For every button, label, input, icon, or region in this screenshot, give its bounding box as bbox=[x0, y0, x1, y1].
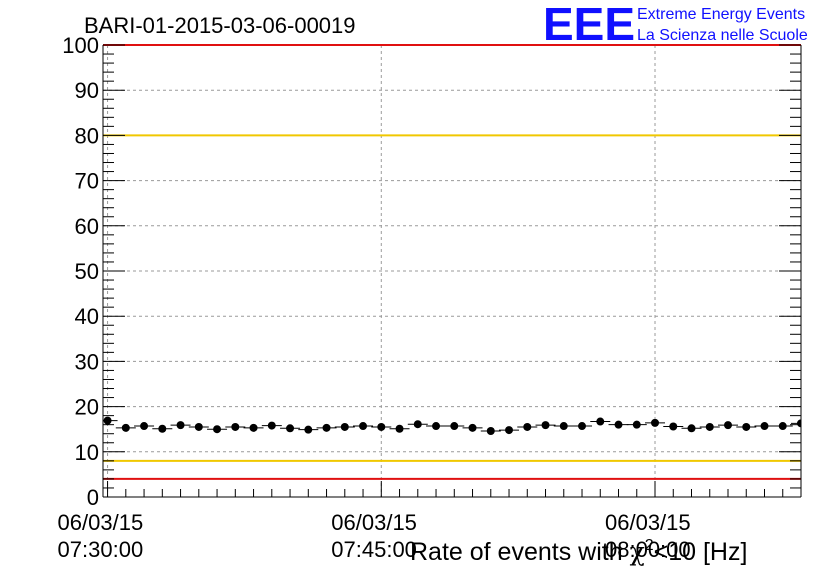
y-tick-label: 70 bbox=[75, 169, 99, 194]
data-point bbox=[340, 422, 349, 431]
data-point bbox=[267, 421, 276, 430]
data-point bbox=[760, 422, 769, 431]
y-tick-label: 30 bbox=[75, 349, 99, 374]
x-tick-label-date: 06/03/15 bbox=[58, 510, 144, 535]
data-point bbox=[377, 422, 386, 431]
x-axis-label-prefix: Rate of events with bbox=[410, 538, 630, 566]
x-tick-label-time: 07:45:00 bbox=[331, 537, 417, 562]
y-tick-label: 10 bbox=[75, 440, 99, 465]
data-point bbox=[194, 422, 203, 431]
data-point bbox=[541, 421, 550, 430]
data-point bbox=[450, 422, 459, 431]
data-point bbox=[523, 422, 532, 431]
logo-mark: EEE bbox=[543, 0, 635, 50]
x-axis-label-chi: χ bbox=[630, 537, 645, 566]
data-point bbox=[231, 422, 240, 431]
data-point bbox=[140, 422, 149, 431]
data-point bbox=[559, 422, 568, 431]
x-tick-label-date: 06/03/15 bbox=[331, 510, 417, 535]
x-tick-labels: 06/03/1507:30:0006/03/1507:45:0006/03/15… bbox=[58, 510, 691, 562]
y-tick-label: 50 bbox=[75, 259, 99, 284]
data-point bbox=[632, 420, 641, 429]
data-point bbox=[505, 426, 514, 435]
data-point bbox=[322, 423, 331, 432]
data-point bbox=[158, 424, 167, 433]
reference-lines bbox=[103, 44, 801, 480]
y-tick-label: 20 bbox=[75, 395, 99, 420]
data-point bbox=[359, 422, 368, 431]
y-tick-labels: 0 10 20 30 40 50 60 70 80 90 100 bbox=[62, 33, 99, 510]
x-tick-label-date: 06/03/15 bbox=[605, 510, 691, 535]
logo-line-2: La Scienza nelle Scuole bbox=[637, 27, 808, 44]
data-point bbox=[176, 421, 185, 430]
data-point bbox=[578, 422, 587, 431]
data-point bbox=[778, 422, 787, 431]
data-point bbox=[395, 424, 404, 433]
data-point bbox=[486, 427, 495, 436]
data-point bbox=[651, 418, 660, 427]
data-point bbox=[596, 417, 605, 426]
chart-title: BARI-01-2015-03-06-00019 bbox=[84, 13, 356, 38]
data-point bbox=[413, 420, 422, 429]
data-point bbox=[468, 423, 477, 432]
data-point bbox=[797, 419, 801, 428]
y-tick-label: 0 bbox=[87, 485, 99, 510]
data-point bbox=[687, 424, 696, 433]
data-point bbox=[304, 425, 313, 434]
data-point bbox=[705, 422, 714, 431]
data-point bbox=[249, 423, 258, 432]
y-tick-label: 80 bbox=[75, 123, 99, 148]
x-axis-label-suffix: <10 [Hz] bbox=[654, 538, 748, 566]
y-tick-label: 90 bbox=[75, 78, 99, 103]
data-point bbox=[669, 422, 678, 431]
data-point bbox=[742, 422, 751, 431]
x-tick-label-time: 08:00:00 bbox=[605, 537, 691, 562]
data-point bbox=[614, 420, 623, 429]
data-point bbox=[213, 425, 222, 434]
data-point bbox=[724, 421, 733, 430]
data-point bbox=[432, 422, 441, 431]
x-tick-label-time: 07:30:00 bbox=[58, 537, 144, 562]
data-point bbox=[286, 424, 295, 433]
x-axis-label: Rate of events with χ2<10 [Hz] bbox=[410, 537, 747, 566]
eee-logo: EEE Extreme Energy Events La Scienza nel… bbox=[543, 0, 808, 50]
logo-line-1: Extreme Energy Events bbox=[637, 6, 805, 23]
y-tick-label: 100 bbox=[62, 33, 99, 58]
data-points bbox=[103, 416, 801, 436]
data-point bbox=[121, 423, 130, 432]
y-tick-label: 60 bbox=[75, 214, 99, 239]
y-tick-label: 40 bbox=[75, 304, 99, 329]
data-point bbox=[103, 416, 112, 425]
x-axis-label-sup: 2 bbox=[645, 537, 654, 554]
